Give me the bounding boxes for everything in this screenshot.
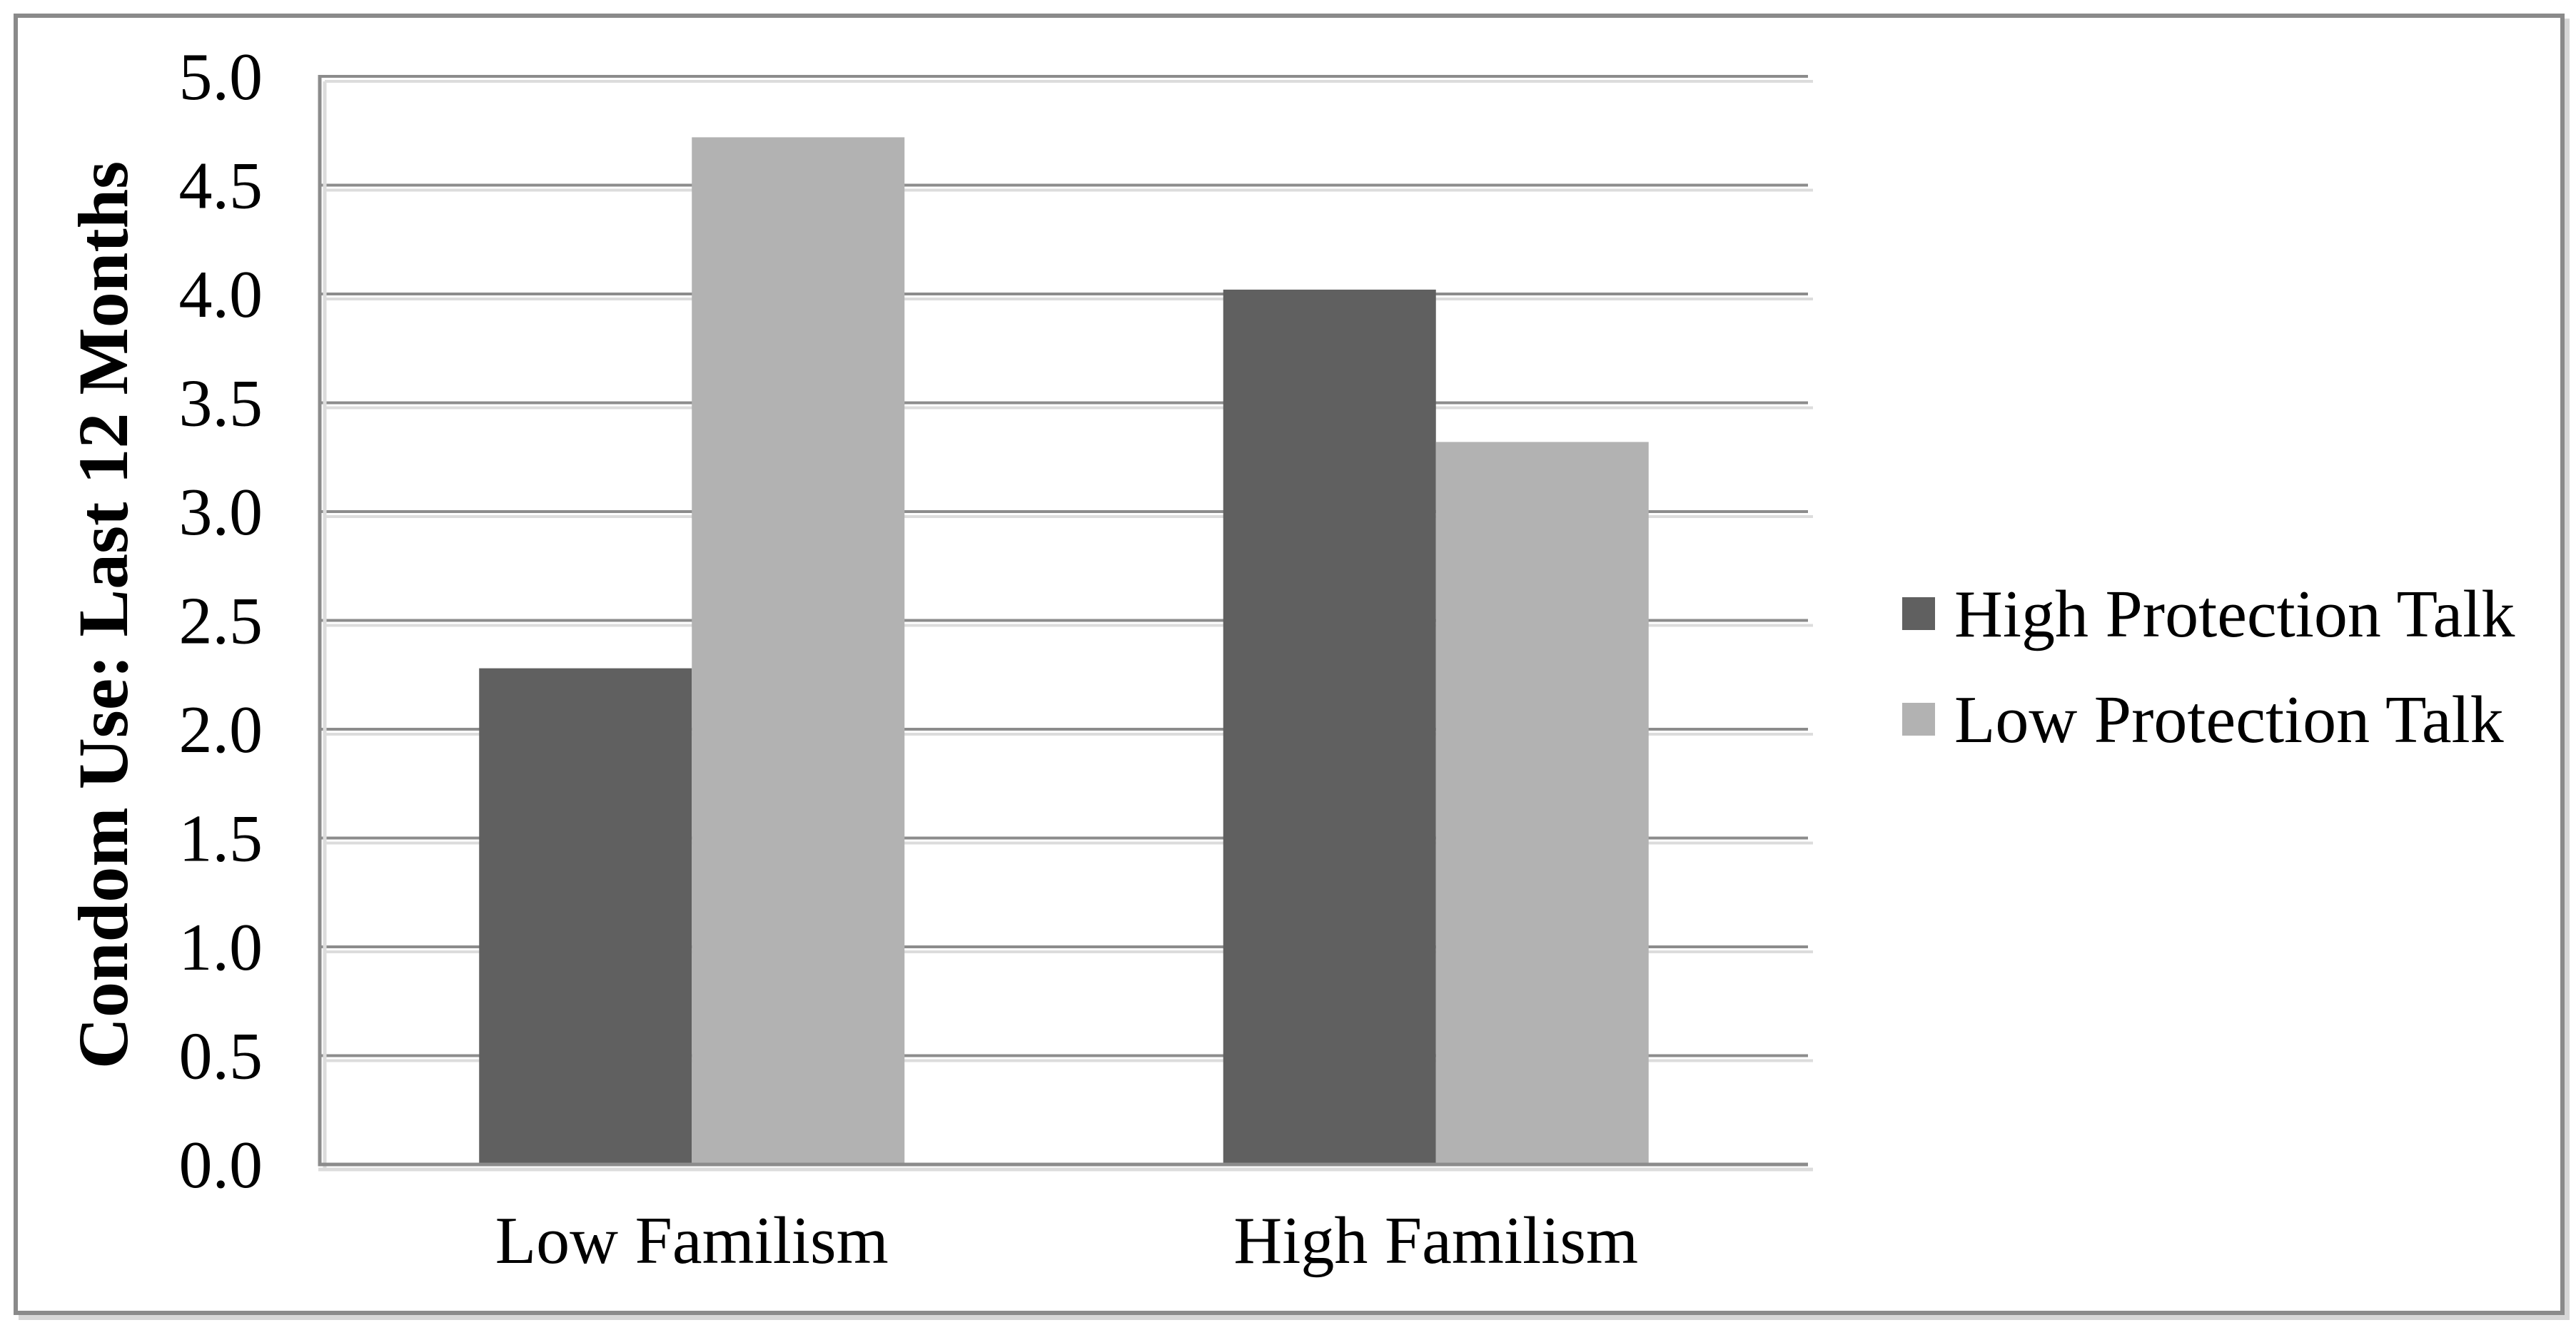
- category-label-high-familism: High Familism: [1233, 1204, 1638, 1278]
- bar-high-familism-low-protection-talk: [1435, 442, 1649, 1164]
- legend-label-low-protection-talk: Low Protection Talk: [1954, 683, 2504, 757]
- y-tick-label: 1.5: [179, 802, 263, 876]
- x-axis-category-labels: Low Familism High Familism: [495, 1204, 1638, 1278]
- y-axis-title: Condom Use: Last 12 Months: [64, 161, 143, 1069]
- legend-swatch-high-protection-talk: [1902, 597, 1935, 630]
- y-tick-label: 3.0: [179, 475, 263, 549]
- y-tick-label: 0.0: [179, 1128, 263, 1202]
- bars: [479, 137, 1649, 1164]
- y-tick-label: 4.0: [179, 258, 263, 332]
- category-label-low-familism: Low Familism: [495, 1204, 889, 1278]
- bar-low-familism-high-protection-talk: [479, 668, 692, 1164]
- y-tick-label: 2.5: [179, 584, 263, 659]
- bar-low-familism-low-protection-talk: [692, 137, 905, 1164]
- y-tick-label: 1.0: [179, 910, 263, 985]
- legend-swatch-low-protection-talk: [1902, 703, 1935, 736]
- y-axis-tick-labels: 0.0 0.5 1.0 1.5 2.0 2.5 3.0 3.5 4.0 4.5 5.0: [179, 40, 263, 1202]
- y-tick-label: 5.0: [179, 40, 263, 114]
- y-tick-label: 2.0: [179, 693, 263, 767]
- y-tick-label: 3.5: [179, 367, 263, 441]
- y-tick-label: 4.5: [179, 149, 263, 223]
- legend-label-high-protection-talk: High Protection Talk: [1954, 577, 2515, 651]
- bar-high-familism-high-protection-talk: [1223, 289, 1436, 1164]
- y-tick-label: 0.5: [179, 1020, 263, 1094]
- axes: [318, 75, 1813, 1172]
- legend: High Protection Talk Low Protection Talk: [1902, 577, 2515, 757]
